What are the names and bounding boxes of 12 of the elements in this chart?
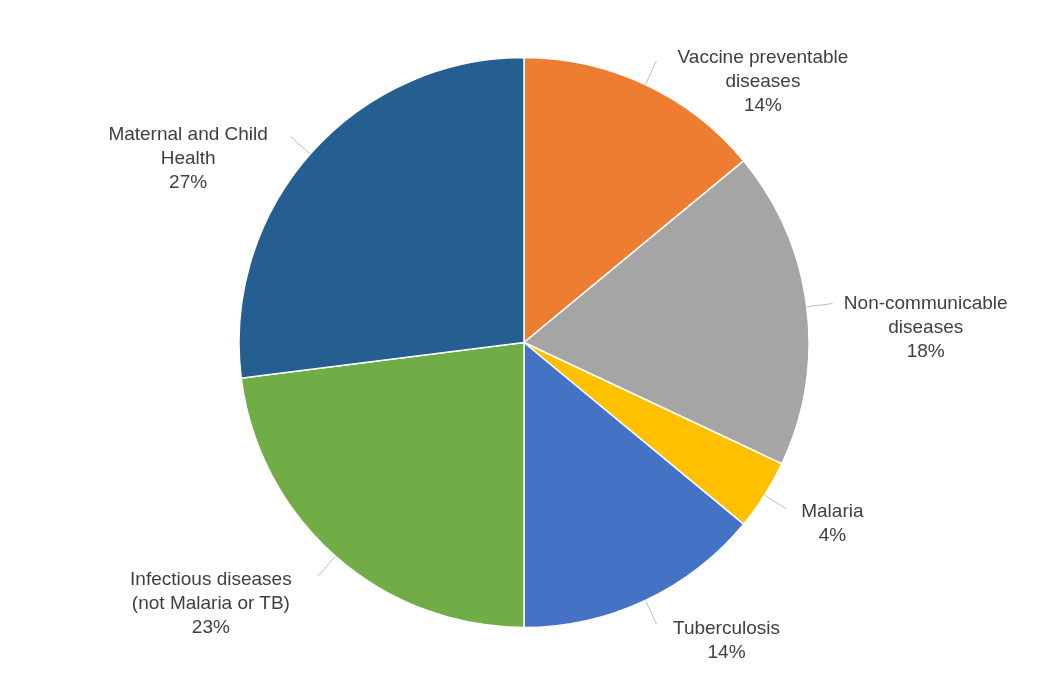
data-label: 27% [169, 171, 208, 193]
slice-label: Malaria [801, 500, 864, 522]
slice-label: Vaccine preventable diseases [677, 46, 849, 92]
slice-label: Non-communicable diseases [843, 292, 1008, 338]
data-label: 4% [818, 524, 847, 546]
slice-label: Infectious diseases (not Malaria or TB) [130, 567, 292, 613]
data-label: 18% [906, 340, 945, 362]
data-label: 14% [707, 640, 746, 662]
slice-label: Tuberculosis [673, 616, 781, 638]
slice-label: Maternal and Child Health [108, 123, 268, 169]
data-label: 14% [743, 94, 783, 116]
data-label: 23% [191, 615, 230, 637]
